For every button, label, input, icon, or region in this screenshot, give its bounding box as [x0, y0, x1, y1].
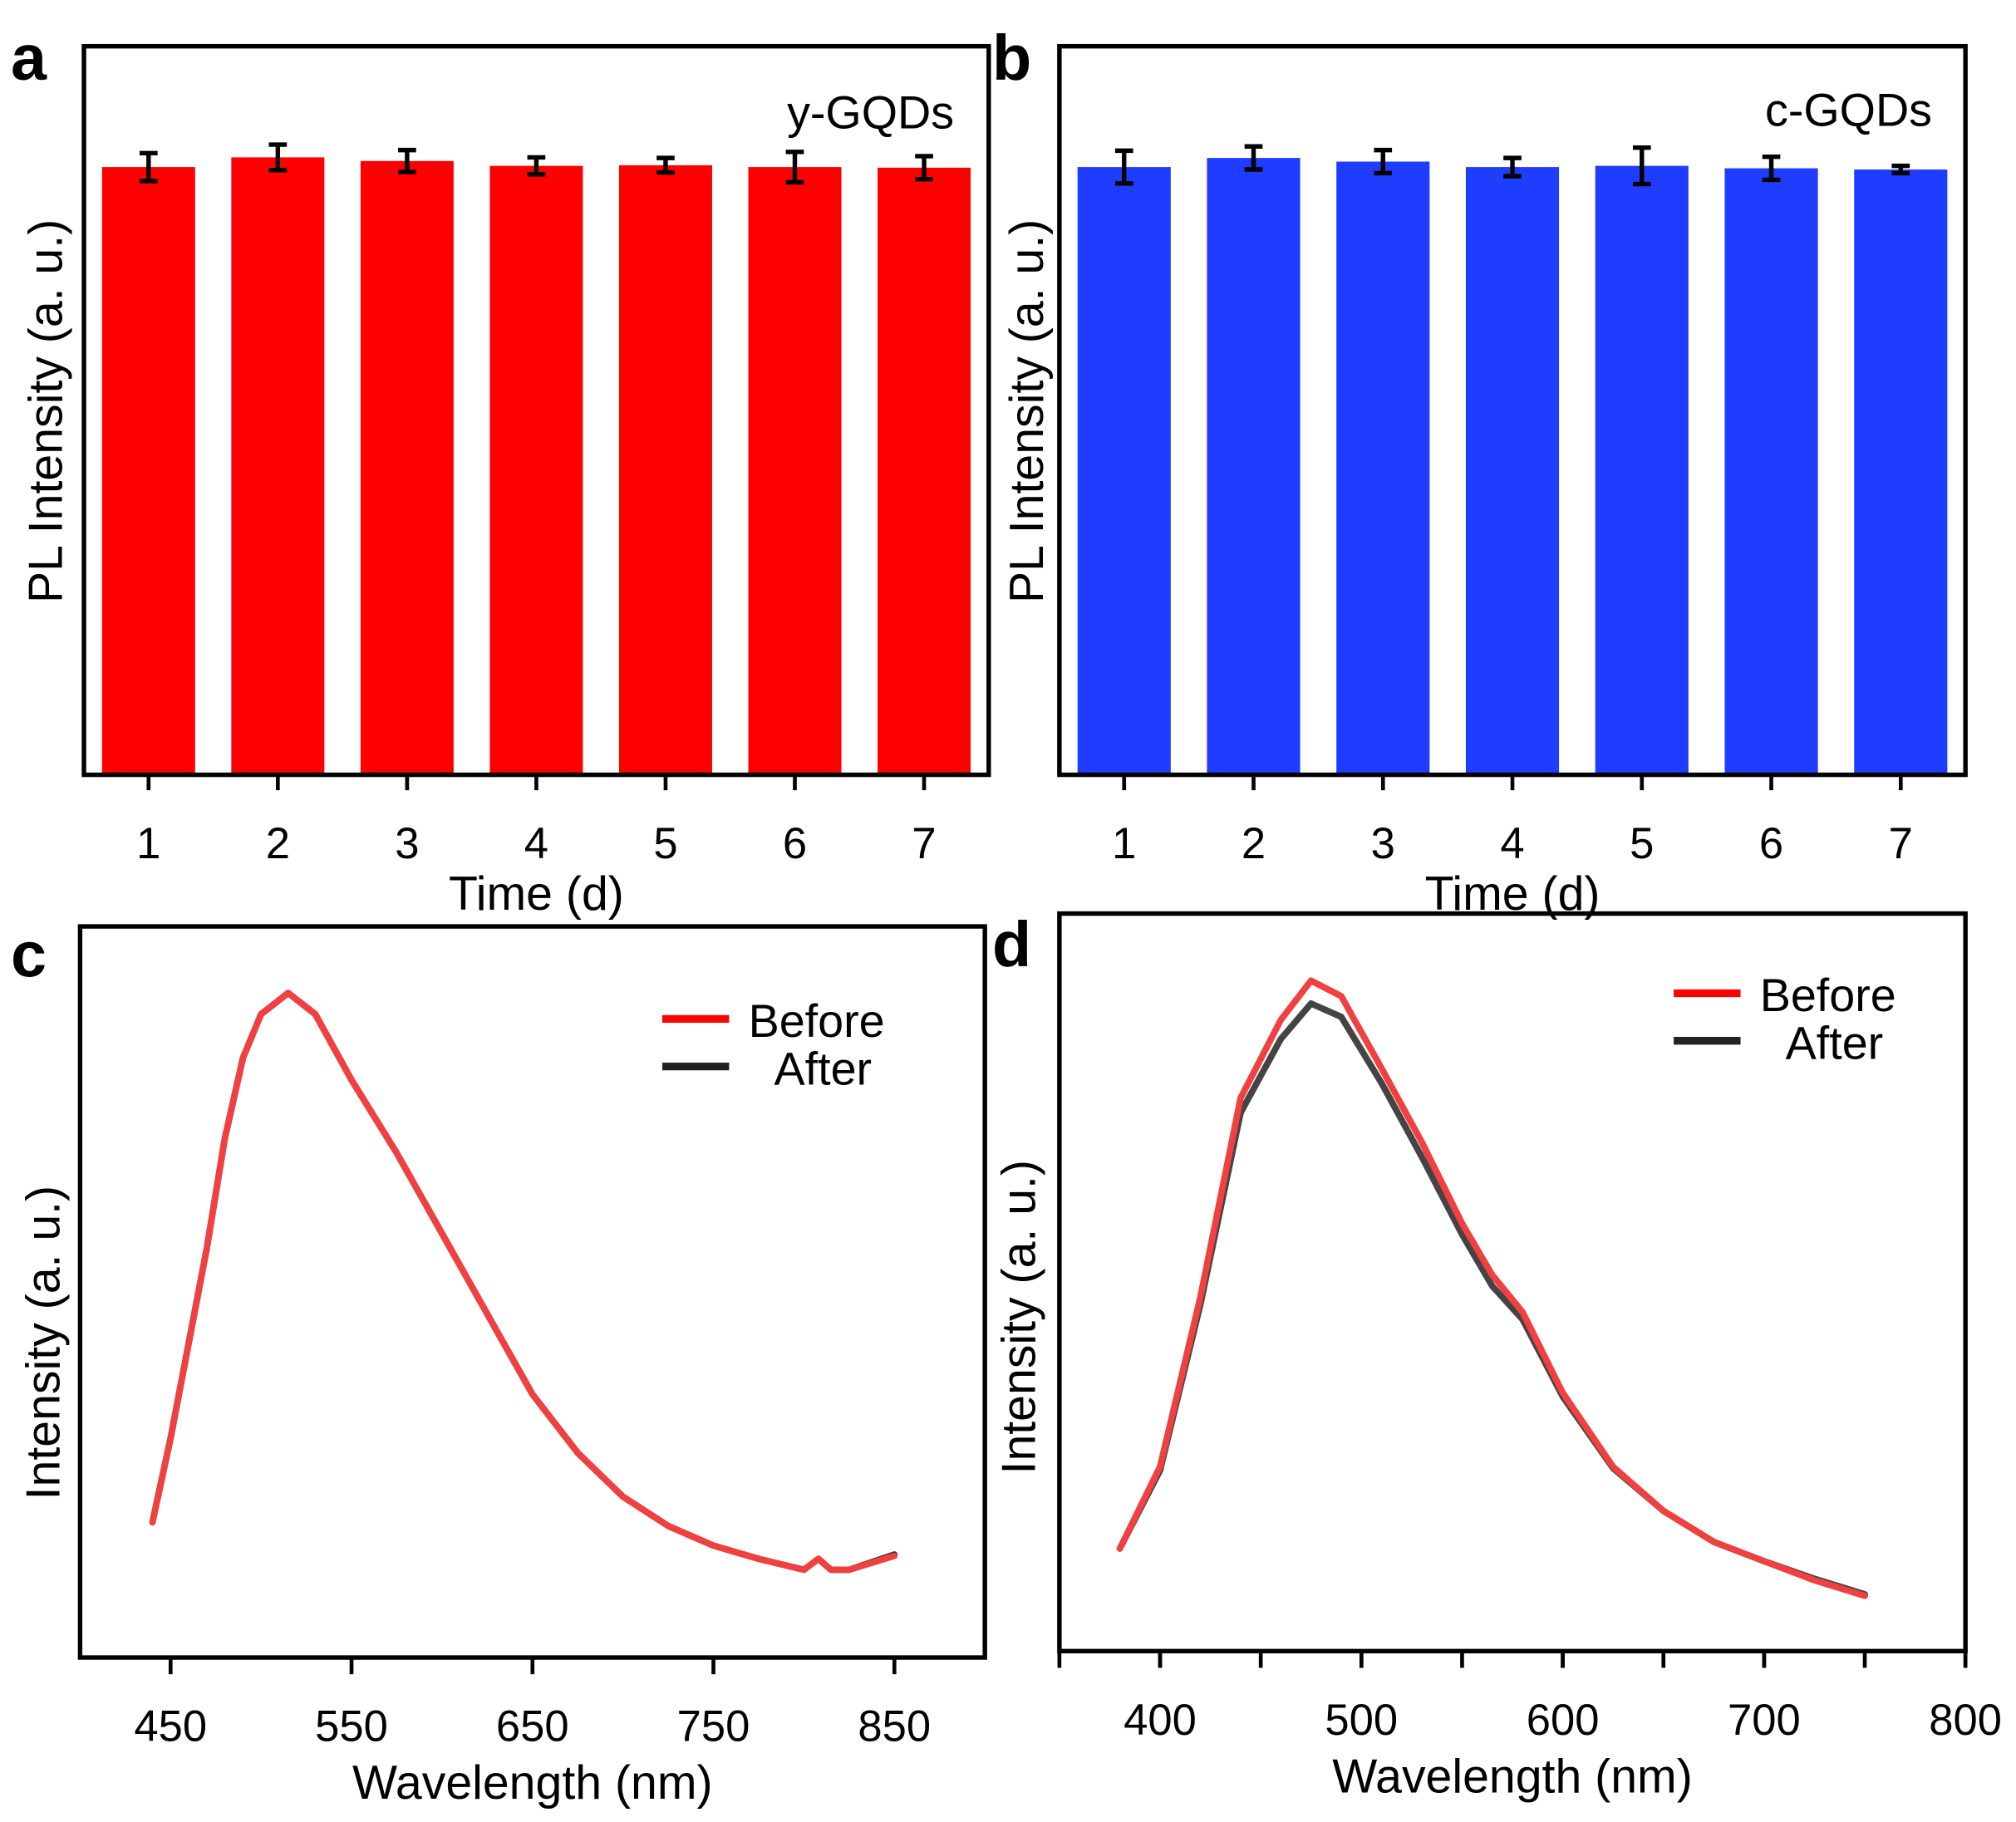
bar	[1336, 161, 1430, 775]
bar	[1207, 158, 1301, 775]
bar	[1465, 167, 1560, 775]
x-tick-label: 3	[395, 819, 419, 868]
x-tick-label: 2	[1242, 819, 1266, 868]
x-tick-label: 4	[524, 819, 548, 868]
legend-item-before: Before	[1674, 970, 1896, 1021]
x-tick-label: 450	[134, 1702, 207, 1751]
bar	[1724, 168, 1818, 775]
x-tick-label: 550	[315, 1702, 388, 1751]
error-bar	[139, 150, 158, 184]
bar	[618, 165, 712, 775]
error-bar	[1632, 145, 1651, 187]
panel-a: a 1 2 3 4 5 6 7 y-GQDs Time (d) PL Intensity (a. u…	[11, 22, 991, 921]
x-axis-label: Wavelength (nm)	[1332, 1750, 1693, 1803]
x-tick-label: 850	[858, 1702, 931, 1751]
panel-letter: a	[11, 22, 47, 94]
x-tick-label: 700	[1728, 1696, 1801, 1745]
legend-label: Before	[749, 995, 885, 1047]
error-bar	[527, 155, 546, 177]
x-tick-label: 5	[653, 819, 677, 868]
x-tick-label: 5	[1630, 819, 1654, 868]
panel-letter: c	[11, 919, 47, 990]
error-bar	[1244, 144, 1263, 172]
x-axis-label: Time (d)	[449, 867, 624, 921]
series-label: c-GQDs	[1765, 85, 1932, 136]
x-tick-label: 7	[912, 819, 936, 868]
bar	[748, 167, 842, 775]
legend-label: Before	[1760, 970, 1896, 1021]
error-bar	[398, 147, 416, 174]
error-bar	[268, 142, 288, 173]
x-axis-label: Wavelength (nm)	[352, 1756, 713, 1810]
legend-item-before: Before	[661, 995, 885, 1047]
error-bar	[656, 155, 675, 175]
x-tick-label: 650	[496, 1702, 569, 1751]
bar	[878, 167, 971, 775]
error-bar	[1114, 148, 1133, 186]
axes-frame	[1057, 43, 1968, 778]
bar	[1854, 169, 1948, 775]
x-tick-label: 1	[1112, 819, 1136, 868]
legend-item-after: After	[661, 1043, 873, 1094]
bar	[1595, 165, 1689, 775]
error-bar	[1762, 154, 1781, 183]
axes-frame	[1057, 911, 1968, 1654]
panel-letter: d	[992, 909, 1031, 980]
x-tick-label: 500	[1325, 1696, 1398, 1745]
legend-label: After	[774, 1043, 873, 1094]
error-bar	[1891, 163, 1910, 176]
axes-frame	[77, 924, 987, 1660]
x-tick-label: 4	[1500, 819, 1524, 868]
bar	[1077, 167, 1171, 775]
y-axis-label: PL Intensity (a. u.)	[20, 219, 73, 603]
x-tick-label: 800	[1929, 1696, 2002, 1745]
series-line-after	[1116, 999, 1868, 1598]
x-tick-label: 750	[677, 1702, 750, 1751]
error-bar	[785, 150, 804, 185]
series-line-before	[149, 990, 898, 1574]
bar	[360, 160, 454, 775]
x-tick-label: 600	[1527, 1696, 1600, 1745]
error-bar	[1374, 147, 1393, 176]
x-tick-label: 6	[1759, 819, 1783, 868]
x-tick-label: 3	[1371, 819, 1395, 868]
axes-frame	[81, 43, 991, 778]
y-axis-label: Intensity (a. u.)	[17, 1186, 71, 1500]
x-tick-label: 400	[1124, 1696, 1197, 1745]
x-tick-label: 2	[266, 819, 290, 868]
bar	[489, 165, 583, 775]
legend-item-after: After	[1674, 1017, 1883, 1068]
error-bar	[915, 154, 933, 182]
bar	[101, 167, 195, 775]
panel-letter: b	[992, 22, 1031, 94]
legend-label: After	[1786, 1017, 1884, 1068]
bar	[231, 157, 325, 775]
error-bar	[1503, 155, 1522, 179]
y-axis-label: PL Intensity (a. u.)	[1001, 219, 1054, 603]
x-tick-label: 7	[1889, 819, 1913, 868]
x-tick-label: 1	[136, 819, 160, 868]
y-axis-label: Intensity (a. u.)	[992, 1160, 1045, 1474]
series-line-before	[1116, 977, 1868, 1599]
x-tick-label: 6	[783, 819, 807, 868]
series-label: y-GQDs	[787, 87, 954, 139]
